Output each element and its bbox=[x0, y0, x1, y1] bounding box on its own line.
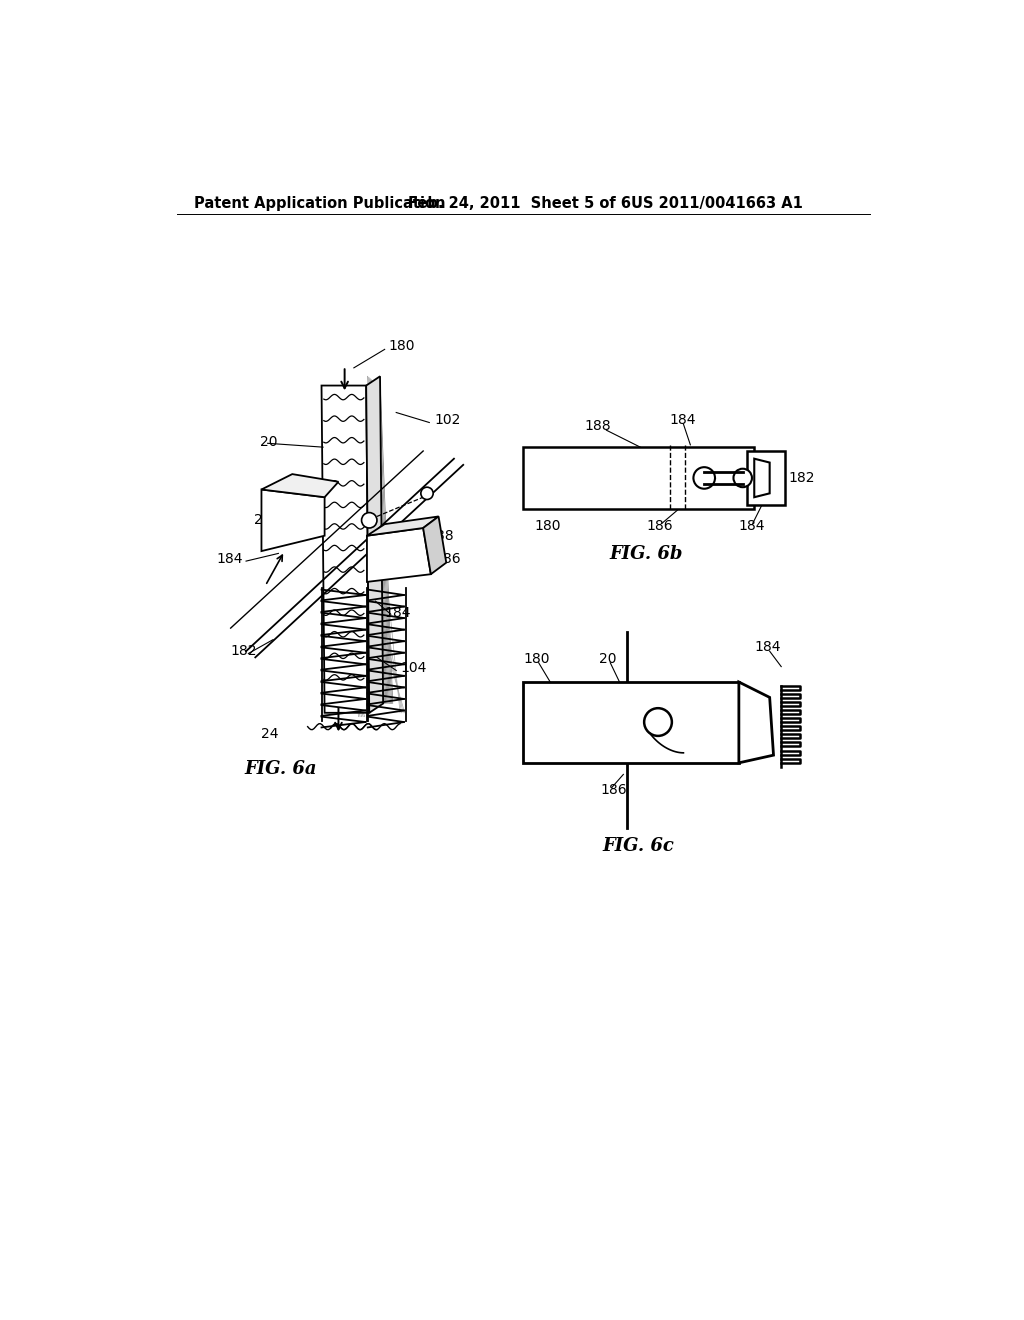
Bar bbox=[523, 682, 739, 763]
Bar bbox=[746, 451, 785, 506]
Polygon shape bbox=[367, 376, 383, 713]
Polygon shape bbox=[755, 459, 770, 498]
Circle shape bbox=[361, 512, 377, 528]
Circle shape bbox=[644, 708, 672, 737]
Polygon shape bbox=[423, 516, 446, 574]
Text: 188: 188 bbox=[427, 529, 454, 543]
Polygon shape bbox=[261, 474, 339, 498]
Text: 186: 186 bbox=[646, 519, 673, 533]
Text: FIG. 6b: FIG. 6b bbox=[609, 545, 683, 562]
Polygon shape bbox=[322, 385, 370, 713]
Polygon shape bbox=[367, 516, 438, 536]
Text: US 2011/0041663 A1: US 2011/0041663 A1 bbox=[631, 195, 803, 211]
Text: 184: 184 bbox=[739, 519, 765, 533]
Text: 24: 24 bbox=[261, 727, 279, 742]
Polygon shape bbox=[367, 528, 431, 582]
Text: 186: 186 bbox=[600, 783, 627, 797]
Text: 184: 184 bbox=[755, 640, 780, 655]
Text: Patent Application Publication: Patent Application Publication bbox=[194, 195, 445, 211]
Circle shape bbox=[693, 467, 715, 488]
Text: 180: 180 bbox=[523, 652, 550, 665]
Text: 22: 22 bbox=[254, 513, 271, 527]
Text: 180: 180 bbox=[535, 519, 561, 533]
Text: 182: 182 bbox=[230, 644, 257, 659]
Text: 104: 104 bbox=[400, 661, 426, 675]
Text: FIG. 6a: FIG. 6a bbox=[245, 760, 317, 779]
Text: 184: 184 bbox=[385, 606, 412, 619]
Polygon shape bbox=[261, 490, 325, 552]
Circle shape bbox=[421, 487, 433, 499]
Text: 186: 186 bbox=[435, 552, 462, 566]
Bar bbox=[523, 447, 755, 508]
Text: FIG. 6c: FIG. 6c bbox=[603, 837, 675, 855]
Text: 20: 20 bbox=[260, 434, 278, 449]
Text: 102: 102 bbox=[435, 413, 461, 428]
Circle shape bbox=[733, 469, 752, 487]
Text: 184: 184 bbox=[217, 552, 244, 566]
Text: 184: 184 bbox=[670, 413, 696, 428]
Text: Feb. 24, 2011  Sheet 5 of 6: Feb. 24, 2011 Sheet 5 of 6 bbox=[408, 195, 631, 211]
Polygon shape bbox=[739, 682, 773, 763]
Text: 188: 188 bbox=[585, 420, 611, 433]
Text: 182: 182 bbox=[788, 471, 815, 484]
Text: 20: 20 bbox=[599, 652, 616, 665]
Text: 180: 180 bbox=[388, 338, 415, 352]
